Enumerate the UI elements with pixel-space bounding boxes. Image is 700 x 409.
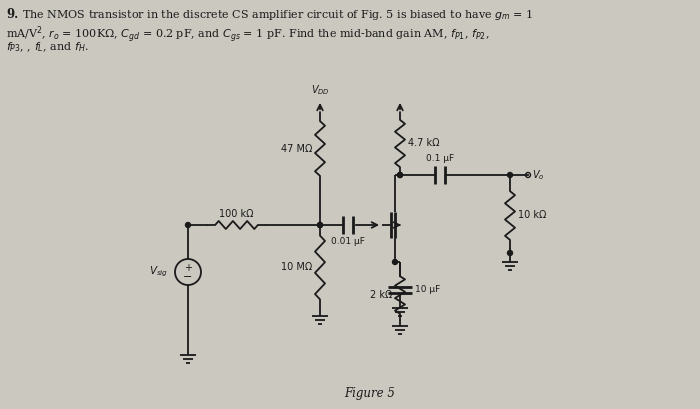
- Text: mA/V$^2$, $r_o$ = 100KΩ, $C_{gd}$ = 0.2 pF, and $C_{gs}$ = 1 pF. Find the mid-ba: mA/V$^2$, $r_o$ = 100KΩ, $C_{gd}$ = 0.2 …: [6, 24, 489, 45]
- Text: 47 MΩ: 47 MΩ: [281, 144, 312, 153]
- Text: 0.01 μF: 0.01 μF: [331, 237, 365, 246]
- Text: $f_{P3}$, , $f_L$, and $f_H$.: $f_{P3}$, , $f_L$, and $f_H$.: [6, 40, 89, 54]
- Text: $V_{DD}$: $V_{DD}$: [311, 83, 330, 97]
- Circle shape: [186, 222, 190, 227]
- Text: 10 kΩ: 10 kΩ: [518, 211, 547, 220]
- Text: $V_{sig}$: $V_{sig}$: [149, 265, 168, 279]
- Text: 10 μF: 10 μF: [415, 285, 440, 294]
- Circle shape: [508, 250, 512, 256]
- Circle shape: [398, 173, 402, 178]
- Text: 9.: 9.: [6, 8, 18, 21]
- Text: 100 kΩ: 100 kΩ: [219, 209, 253, 219]
- Text: Figure 5: Figure 5: [344, 387, 395, 400]
- Circle shape: [398, 173, 402, 178]
- Circle shape: [393, 259, 398, 265]
- Text: $V_o$: $V_o$: [532, 168, 545, 182]
- Text: 4.7 kΩ: 4.7 kΩ: [408, 139, 440, 148]
- Text: 0.1 μF: 0.1 μF: [426, 154, 454, 163]
- Circle shape: [318, 222, 323, 227]
- Text: +: +: [184, 263, 192, 273]
- Text: The NMOS transistor in the discrete CS amplifier circuit of Fig. 5 is biased to : The NMOS transistor in the discrete CS a…: [22, 8, 533, 22]
- Text: −: −: [183, 272, 192, 282]
- Text: 2 kΩ: 2 kΩ: [370, 290, 392, 300]
- Circle shape: [318, 222, 323, 227]
- Circle shape: [508, 173, 512, 178]
- Text: 10 MΩ: 10 MΩ: [281, 263, 312, 272]
